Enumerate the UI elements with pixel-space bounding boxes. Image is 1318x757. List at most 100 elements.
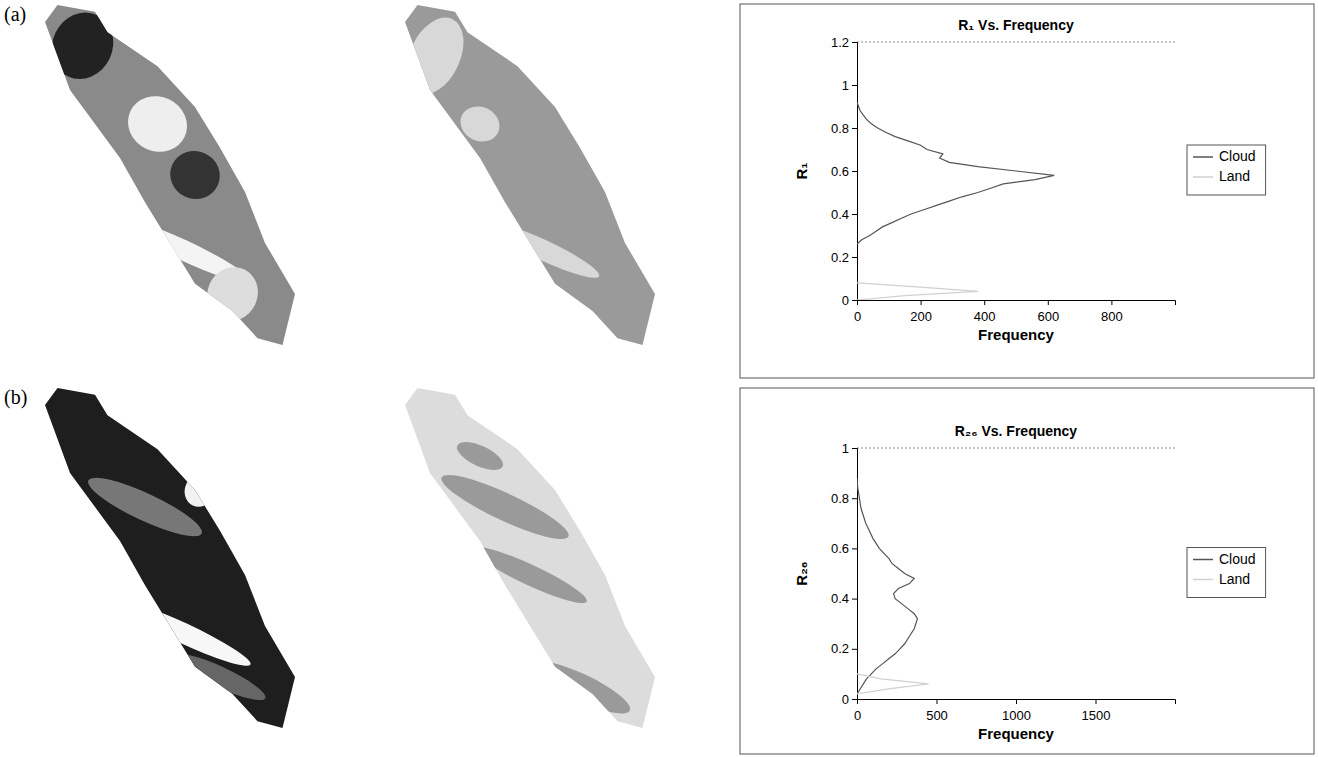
legend-swatch xyxy=(1193,156,1213,158)
legend-box xyxy=(1187,145,1266,195)
x-tick-mark xyxy=(921,300,922,305)
y-tick-mark xyxy=(852,214,857,215)
image-patch xyxy=(436,465,574,549)
legend-label: Land xyxy=(1219,168,1250,184)
y-axis: 00.20.40.60.811.2 xyxy=(831,35,858,308)
y-tick: 0.4 xyxy=(831,591,857,606)
image-patch xyxy=(119,87,196,162)
x-tick-label: 0 xyxy=(854,708,861,723)
y-tick: 0 xyxy=(842,293,857,308)
image-patch xyxy=(110,592,255,674)
satellite-image xyxy=(41,2,295,345)
x-tick: 500 xyxy=(926,699,948,723)
x-tick-mark xyxy=(984,300,985,305)
legend-swatch xyxy=(1193,176,1213,178)
image-patch xyxy=(469,539,591,610)
legend: Cloud Land xyxy=(1187,548,1266,598)
x-axis: 0 500 1000 1500 xyxy=(854,699,1176,723)
image-patch xyxy=(455,100,506,148)
panel-label: (a) xyxy=(4,3,26,26)
image-patch xyxy=(482,214,604,285)
x-tick-mark xyxy=(937,699,938,704)
y-tick: 0.2 xyxy=(831,250,857,265)
image-patch xyxy=(179,468,221,511)
x-axis-title: Frequency xyxy=(978,725,1055,742)
x-tick: 200 xyxy=(910,300,932,324)
y-tick-label: 0.2 xyxy=(831,250,849,265)
x-tick-label: 600 xyxy=(1037,309,1059,324)
x-tick: 0 xyxy=(854,699,861,723)
chart-frame xyxy=(740,388,1314,754)
legend-box xyxy=(1187,548,1266,598)
y-tick: 0.8 xyxy=(831,121,857,136)
satellite-image xyxy=(45,388,295,728)
y-tick-label: 0 xyxy=(842,692,849,707)
image-patch xyxy=(41,2,124,89)
plot-marks xyxy=(857,102,1054,300)
y-tick-mark xyxy=(852,699,857,700)
y-tick-mark xyxy=(852,498,857,499)
x-tick: 0 xyxy=(854,300,861,324)
legend-label: Cloud xyxy=(1219,148,1256,164)
plot-marks xyxy=(857,478,929,694)
y-tick-label: 0.4 xyxy=(831,591,849,606)
y-tick-label: 1 xyxy=(842,78,849,93)
x-tick-mark xyxy=(1111,300,1112,305)
image-patch xyxy=(453,436,507,476)
y-tick-label: 0.6 xyxy=(831,164,849,179)
image-ground xyxy=(45,388,295,728)
y-tick-label: 1 xyxy=(842,441,849,456)
y-tick-mark xyxy=(852,85,857,86)
x-tick: 1500 xyxy=(1082,699,1111,723)
y-tick-mark xyxy=(852,128,857,129)
x-tick-mark xyxy=(1016,699,1017,704)
y-tick-mark xyxy=(852,649,857,650)
x-axis-title: Frequency xyxy=(978,326,1055,343)
y-tick-label: 0.8 xyxy=(831,121,849,136)
y-tick-mark xyxy=(852,257,857,258)
y-axis: 00.20.40.60.81 xyxy=(831,441,858,707)
y-axis-title: R₁ xyxy=(793,162,810,179)
legend: Cloud Land xyxy=(1187,145,1266,195)
legend-label: Land xyxy=(1219,571,1250,587)
series-line xyxy=(857,674,929,694)
series-line xyxy=(857,478,917,694)
y-tick-mark xyxy=(852,42,857,43)
series-line xyxy=(857,102,1054,244)
y-tick: 1 xyxy=(842,441,857,456)
x-axis: 0 200 400 600 800 xyxy=(854,300,1176,324)
image-patch xyxy=(170,647,269,708)
y-tick-label: 0 xyxy=(842,293,849,308)
chart-title: R₁ Vs. Frequency xyxy=(958,17,1074,33)
x-tick-label: 1000 xyxy=(1002,708,1031,723)
y-tick: 0.6 xyxy=(831,541,857,556)
chart-title: R₂₆ Vs. Frequency xyxy=(955,423,1077,439)
x-tick-label: 500 xyxy=(926,708,948,723)
x-tick-mark xyxy=(1096,699,1097,704)
y-tick: 0.8 xyxy=(831,491,857,506)
x-tick: 1000 xyxy=(1002,699,1031,723)
plot-frame xyxy=(857,42,1175,43)
x-tick: 600 xyxy=(1037,300,1059,324)
satellite-image xyxy=(395,5,655,345)
image-patch xyxy=(198,259,266,329)
x-tick-label: 200 xyxy=(910,309,932,324)
plot-frame xyxy=(857,448,1175,449)
legend-swatch xyxy=(1193,579,1213,581)
y-tick: 1.2 xyxy=(831,35,857,50)
image-ground xyxy=(405,388,655,728)
legend-swatch xyxy=(1193,559,1213,561)
y-tick: 0.6 xyxy=(831,164,857,179)
y-tick-label: 1.2 xyxy=(831,35,849,50)
image-patch xyxy=(524,652,635,723)
x-axis-line xyxy=(858,700,1176,705)
y-tick-mark xyxy=(852,599,857,600)
figure: (a) R₁ Vs. Frequency 0 200 400 600 800 0 0.2 0.4 0… xyxy=(0,0,1318,757)
x-tick: 400 xyxy=(974,300,996,324)
y-tick-mark xyxy=(852,300,857,301)
y-tick-mark xyxy=(852,171,857,172)
legend-label: Cloud xyxy=(1219,551,1256,567)
x-tick-label: 800 xyxy=(1101,309,1123,324)
y-axis-line xyxy=(852,43,858,301)
x-tick-label: 400 xyxy=(974,309,996,324)
